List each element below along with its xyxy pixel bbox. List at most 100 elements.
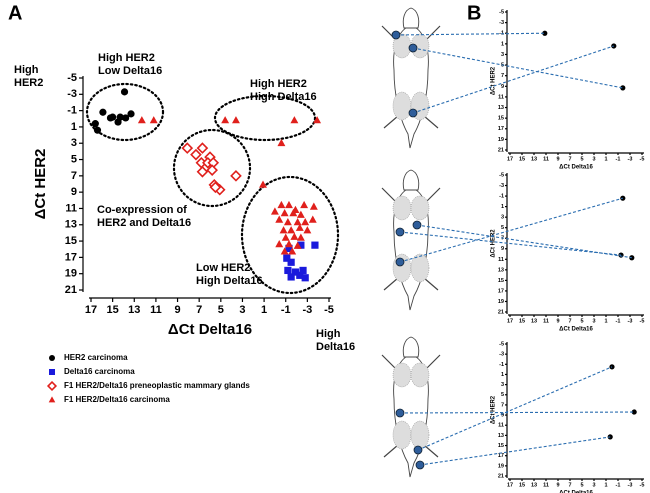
x-axis-label: ΔCt Delta16 (559, 327, 593, 333)
point (91, 120, 99, 128)
connector (399, 197, 623, 263)
x-tick-label: 11 (543, 482, 549, 488)
connector (416, 224, 632, 259)
gland (413, 445, 423, 455)
y-tick-label: 11 (498, 423, 504, 429)
legend-marker (46, 380, 58, 392)
x-tick-label: -1 (281, 304, 291, 316)
mouse-limbs (381, 354, 441, 458)
y-axis-label: ΔCt HER2 (491, 395, 497, 424)
point (301, 274, 309, 282)
x-tick-label: -3 (628, 482, 633, 488)
point (116, 113, 124, 121)
x-tick-label: 5 (580, 156, 583, 162)
connector (417, 366, 613, 451)
y-tick-label: 21 (498, 473, 504, 479)
point (99, 108, 107, 116)
cluster-outline (85, 82, 165, 142)
x-tick-label: -1 (616, 482, 621, 488)
x-tick-label: 11 (543, 156, 549, 162)
point (293, 218, 302, 226)
point (607, 434, 613, 440)
point (209, 181, 222, 194)
point (190, 148, 202, 161)
y-tick-label: 5 (71, 153, 77, 165)
point (301, 218, 310, 226)
x-tick-label: 1 (604, 318, 607, 324)
gland-region (392, 195, 412, 221)
gland (415, 460, 425, 470)
point (232, 116, 240, 124)
x-tick-label: 1 (604, 482, 607, 488)
gland-region (392, 91, 412, 121)
gland (408, 108, 418, 118)
x-tick-label: 17 (507, 156, 513, 162)
y-tick-label: -3 (499, 352, 504, 358)
point (120, 88, 129, 96)
connector (419, 436, 611, 466)
point (281, 233, 290, 241)
panel-label: B (467, 2, 481, 24)
point (620, 85, 626, 91)
legend-label: HER2 carcinoma (64, 353, 128, 362)
point (283, 218, 292, 226)
y-tick-label: 17 (498, 126, 504, 132)
gland-region (392, 362, 412, 388)
connector (412, 47, 623, 89)
point (629, 255, 635, 261)
point (230, 170, 242, 182)
mouse (381, 336, 441, 478)
point (122, 114, 130, 122)
y-tick-label: -5 (499, 172, 504, 178)
y-tick-label: -1 (499, 194, 504, 200)
mouse-limbs (381, 25, 441, 129)
point (181, 142, 194, 154)
point (291, 268, 300, 276)
x-tick-label: 11 (150, 304, 162, 316)
point (287, 258, 295, 266)
point (313, 116, 322, 124)
ellipses (85, 82, 340, 295)
x-tick-label: 3 (592, 156, 595, 162)
point (109, 113, 117, 121)
mouse-head (402, 336, 420, 358)
x-tick-label: 15 (519, 482, 525, 488)
y-tick-label: -3 (499, 183, 504, 189)
x-tick-label: 5 (218, 304, 224, 316)
gland (395, 257, 405, 267)
x-tick-label: 3 (592, 482, 595, 488)
gland (395, 408, 405, 418)
point (149, 116, 158, 124)
x-tick-label: 9 (174, 304, 180, 316)
y-tick-label: -3 (499, 20, 504, 26)
y-tick-label: 11 (65, 202, 77, 214)
point (308, 215, 317, 223)
point (296, 271, 304, 279)
y-tick-label: 19 (498, 137, 504, 143)
gland-region (410, 420, 430, 450)
point (296, 210, 305, 218)
y-tick-label: 11 (498, 94, 504, 100)
annotation: High HER2 (250, 78, 307, 90)
point (277, 138, 286, 147)
y-tick-label: 13 (498, 105, 504, 111)
mouse (381, 169, 441, 311)
y-tick-label: 7 (501, 73, 504, 79)
point (284, 266, 292, 275)
point (137, 116, 146, 124)
x-tick-label: 15 (519, 156, 525, 162)
x-tick-label: 17 (507, 318, 513, 324)
point (285, 200, 293, 209)
point (296, 233, 305, 241)
point (311, 241, 319, 249)
annotation: HER2 and Delta16 (97, 217, 191, 229)
point (127, 110, 135, 118)
gland-region (410, 253, 430, 283)
legend-marker (48, 396, 56, 403)
cluster-outline (240, 175, 340, 295)
y-tick-label: 19 (65, 268, 77, 280)
x-tick-label: 1 (604, 156, 607, 162)
x-tick-label: -5 (324, 304, 334, 316)
x-tick-label: -3 (302, 304, 312, 316)
point (280, 209, 289, 217)
